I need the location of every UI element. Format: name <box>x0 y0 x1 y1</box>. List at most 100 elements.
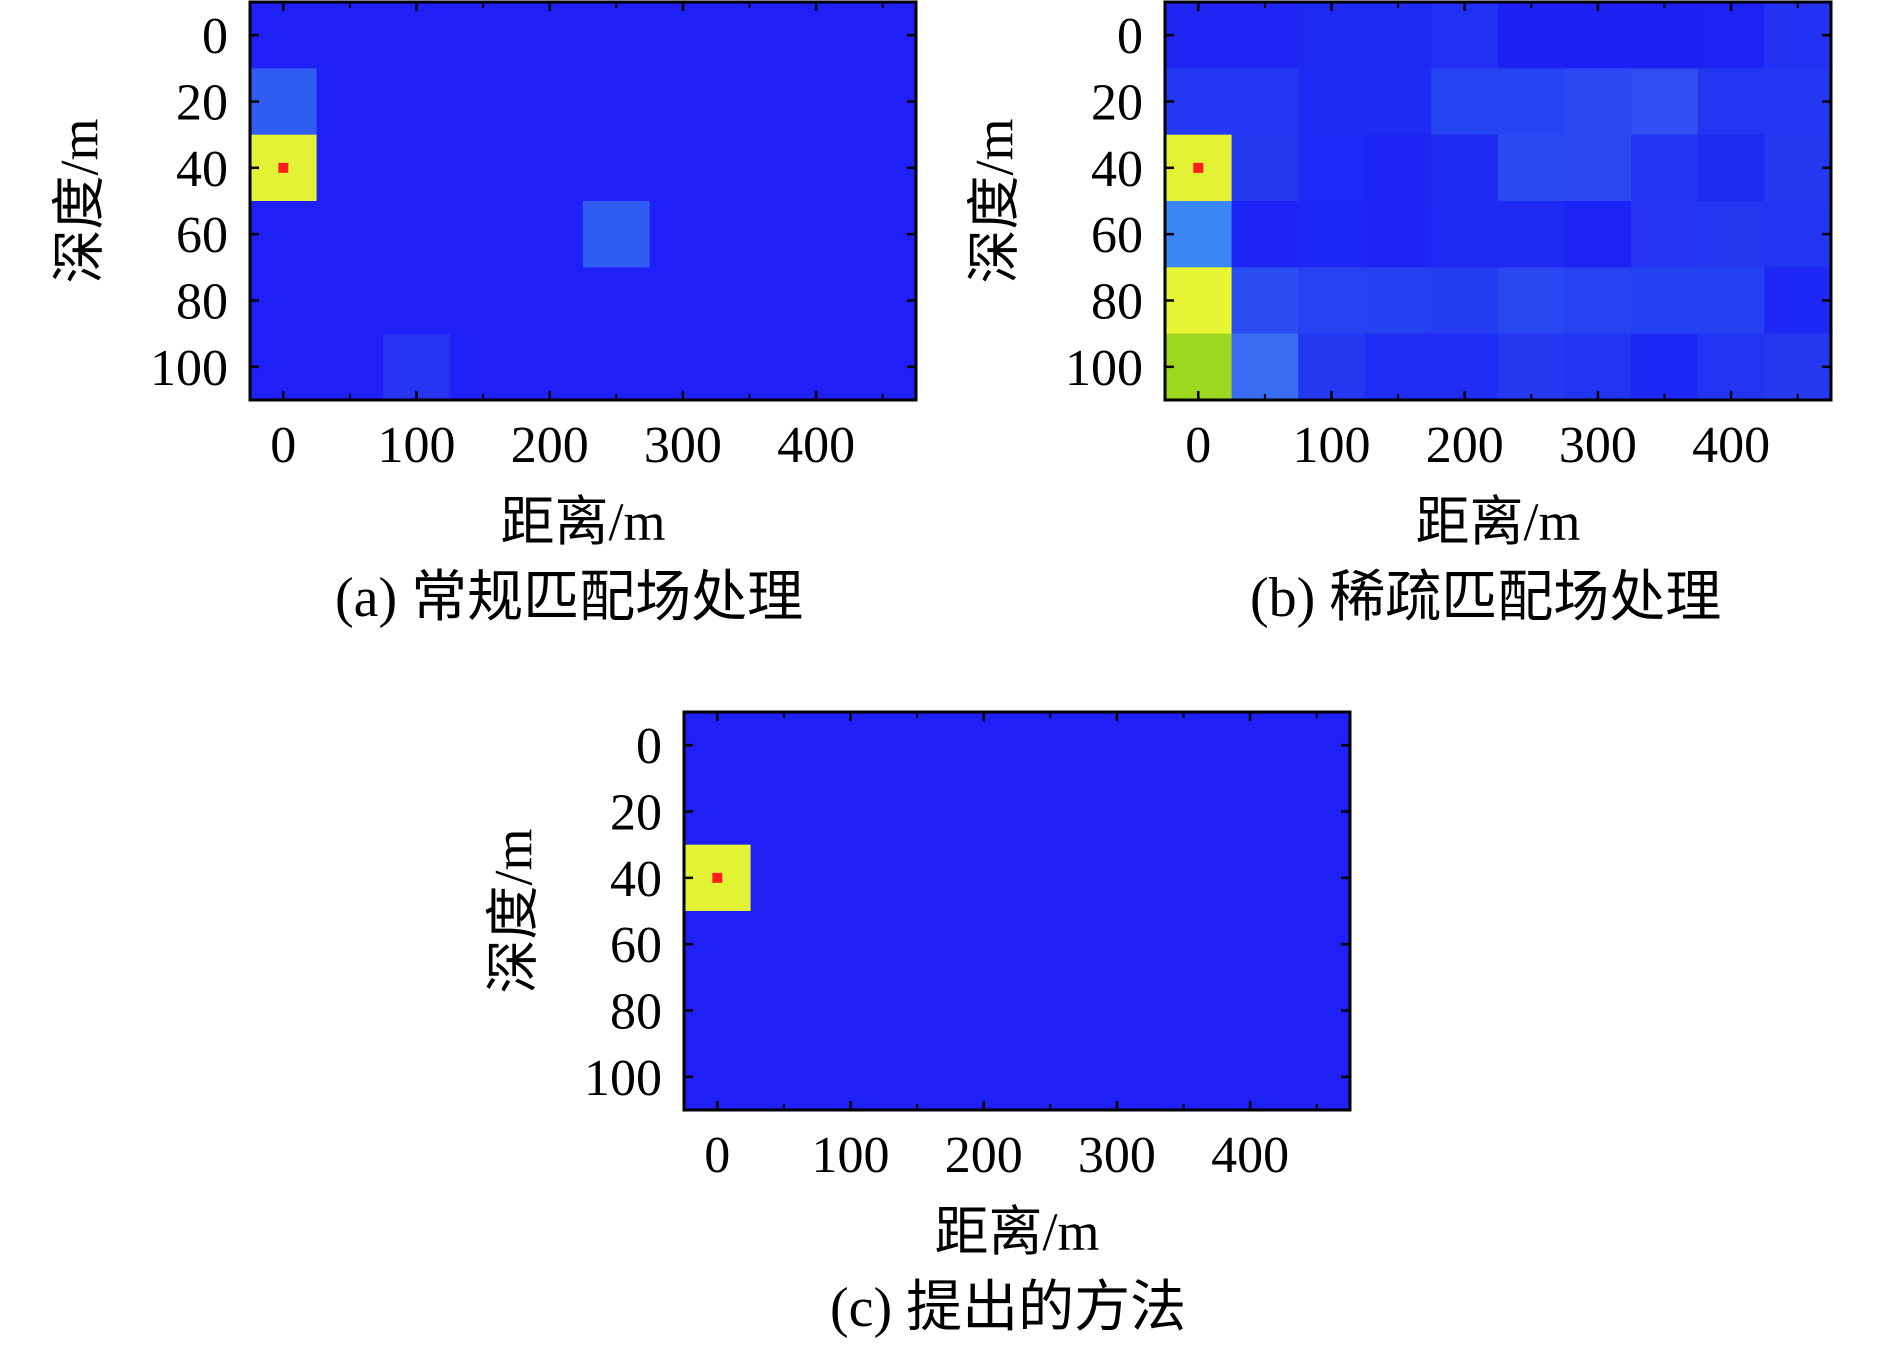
heatmap-cell-c-r5-c6 <box>1083 1043 1151 1111</box>
heatmap-cell-a-r1-c6 <box>649 68 717 136</box>
heatmap-cell-b-r4-c0 <box>1165 267 1233 335</box>
heatmap-cell-a-r3-c3 <box>449 201 517 268</box>
heatmap-cell-c-r0-c1 <box>750 712 818 779</box>
heatmap-cell-a-r5-c5 <box>583 333 651 401</box>
heatmap-cell-a-r0-c2 <box>383 2 451 69</box>
heatmap-cell-b-r5-c2 <box>1298 333 1366 401</box>
heatmap-cell-a-r4-c1 <box>316 267 384 335</box>
x-tick-label-a-400: 400 <box>777 417 855 474</box>
x-tick-label-b-0: 0 <box>1185 417 1211 474</box>
heatmap-cell-b-r3-c6 <box>1564 201 1632 268</box>
heatmap-cell-c-r3-c8 <box>1216 911 1284 978</box>
heatmap-cell-a-r1-c2 <box>383 68 451 136</box>
heatmap-cell-a-r0-c5 <box>583 2 651 69</box>
heatmap-cell-b-r1-c3 <box>1364 68 1432 136</box>
heatmap-cell-c-r1-c6 <box>1083 778 1151 846</box>
caption-b: (b) 稀疏匹配场处理 <box>1250 567 1722 629</box>
heatmap-cell-b-r5-c9 <box>1764 333 1832 401</box>
heatmap-cell-c-r0-c2 <box>817 712 885 779</box>
heatmap-cell-c-r5-c0 <box>684 1043 752 1111</box>
heatmap-cell-c-r1-c8 <box>1216 778 1284 846</box>
heatmap-cell-a-r2-c3 <box>449 134 517 202</box>
x-tick-label-b-400: 400 <box>1692 417 1770 474</box>
heatmap-cell-c-r4-c3 <box>883 977 951 1045</box>
heatmap-cell-a-r5-c2 <box>383 333 451 401</box>
heatmap-cell-b-r4-c7 <box>1631 267 1699 335</box>
heatmap-cell-c-r5-c8 <box>1216 1043 1284 1111</box>
heatmap-cell-b-r1-c1 <box>1231 68 1299 136</box>
heatmap-cell-a-r4-c6 <box>649 267 717 335</box>
heatmap-cell-b-r3-c8 <box>1697 201 1765 268</box>
heatmap-cell-a-r5-c4 <box>516 333 584 401</box>
heatmap-cell-a-r4-c9 <box>849 267 917 335</box>
y-tick-label-c-0: 0 <box>636 718 662 775</box>
x-tick-label-b-200: 200 <box>1426 417 1504 474</box>
heatmap-cell-c-r2-c4 <box>950 844 1018 912</box>
heatmap-cell-c-r5-c9 <box>1283 1043 1351 1111</box>
heatmap-cell-c-r0-c8 <box>1216 712 1284 779</box>
heatmap-cell-b-r1-c0 <box>1165 68 1233 136</box>
heatmap-cell-a-r5-c3 <box>449 333 517 401</box>
heatmap-cell-a-r3-c8 <box>782 201 850 268</box>
plot-frame-b <box>1163 0 1833 402</box>
heatmap-cell-a-r3-c2 <box>383 201 451 268</box>
heatmap-cell-a-r2-c8 <box>782 134 850 202</box>
heatmap-cell-b-r4-c3 <box>1364 267 1432 335</box>
source-marker-c <box>712 872 723 883</box>
heatmap-cell-b-r0-c8 <box>1697 2 1765 69</box>
heatmap-cell-b-r3-c1 <box>1231 201 1299 268</box>
heatmap-cell-b-r4-c6 <box>1564 267 1632 335</box>
heatmap-cell-b-r0-c0 <box>1165 2 1233 69</box>
heatmap-cell-a-r2-c4 <box>516 134 584 202</box>
heatmap-cell-c-r4-c9 <box>1283 977 1351 1045</box>
heatmap-cell-c-r2-c8 <box>1216 844 1284 912</box>
heatmap-cell-b-r2-c2 <box>1298 134 1366 202</box>
x-tick-label-c-400: 400 <box>1211 1127 1289 1184</box>
x-tick-label-b-100: 100 <box>1293 417 1371 474</box>
heatmap-cell-c-r1-c4 <box>950 778 1018 846</box>
heatmap-cell-c-r2-c5 <box>1017 844 1085 912</box>
y-tick-label-c-60: 60 <box>610 917 662 974</box>
heatmap-cell-b-r3-c4 <box>1431 201 1499 268</box>
heatmap-cell-c-r2-c3 <box>883 844 951 912</box>
heatmap-cell-a-r2-c2 <box>383 134 451 202</box>
heatmap-cell-b-r1-c9 <box>1764 68 1832 136</box>
x-tick-label-c-300: 300 <box>1078 1127 1156 1184</box>
heatmap-cell-b-r2-c7 <box>1631 134 1699 202</box>
heatmap-cell-c-r4-c6 <box>1083 977 1151 1045</box>
heatmap-cell-b-r0-c2 <box>1298 2 1366 69</box>
heatmap-cell-a-r0-c0 <box>250 2 318 69</box>
heatmap-cell-a-r5-c0 <box>250 333 318 401</box>
y-tick-label-b-100: 100 <box>1065 340 1143 397</box>
heatmap-cell-a-r3-c9 <box>849 201 917 268</box>
heatmap-cell-a-r0-c8 <box>782 2 850 69</box>
heatmap-cell-a-r5-c8 <box>782 333 850 401</box>
heatmap-cell-a-r4-c8 <box>782 267 850 335</box>
heatmap-cell-b-r2-c9 <box>1764 134 1832 202</box>
heatmap-cell-b-r3-c3 <box>1364 201 1432 268</box>
y-tick-label-c-80: 80 <box>610 984 662 1041</box>
heatmap-cell-a-r1-c1 <box>316 68 384 136</box>
heatmap-cell-b-r3-c9 <box>1764 201 1832 268</box>
heatmap-cell-a-r3-c0 <box>250 201 318 268</box>
x-tick-label-b-300: 300 <box>1559 417 1637 474</box>
heatmap-cell-a-r1-c9 <box>849 68 917 136</box>
heatmap-cell-b-r2-c3 <box>1364 134 1432 202</box>
heatmap-cell-c-r3-c9 <box>1283 911 1351 978</box>
heatmap-cell-b-r1-c6 <box>1564 68 1632 136</box>
heatmap-cell-c-r0-c9 <box>1283 712 1351 779</box>
heatmap-cell-a-r5-c7 <box>716 333 784 401</box>
caption-a: (a) 常规匹配场处理 <box>335 567 804 629</box>
plot-frame-c <box>682 710 1352 1112</box>
heatmap-cell-c-r2-c1 <box>750 844 818 912</box>
heatmap-cell-c-r3-c6 <box>1083 911 1151 978</box>
heatmap-cell-a-r0-c4 <box>516 2 584 69</box>
heatmap-cell-b-r5-c0 <box>1165 333 1233 401</box>
heatmap-cell-a-r4-c4 <box>516 267 584 335</box>
heatmap-cell-a-r0-c9 <box>849 2 917 69</box>
heatmap-cell-a-r3-c4 <box>516 201 584 268</box>
heatmap-cell-b-r4-c4 <box>1431 267 1499 335</box>
heatmap-cell-b-r5-c3 <box>1364 333 1432 401</box>
heatmap-cell-c-r4-c4 <box>950 977 1018 1045</box>
